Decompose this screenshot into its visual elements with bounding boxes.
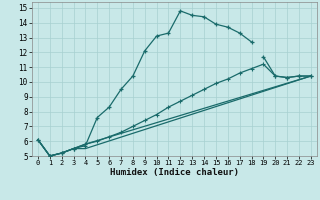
X-axis label: Humidex (Indice chaleur): Humidex (Indice chaleur) [110, 168, 239, 177]
